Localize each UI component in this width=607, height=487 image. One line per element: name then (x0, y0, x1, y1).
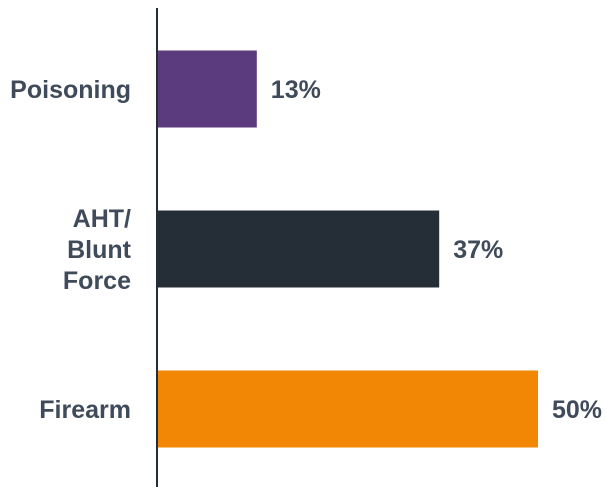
category-label-line: Blunt (67, 236, 132, 264)
bar-firearm (158, 370, 538, 448)
category-label-firearm: Firearm (39, 396, 131, 424)
category-label-line: AHT/ (73, 205, 131, 233)
bar-poisoning (158, 50, 257, 128)
category-label-aht-blunt-force: AHT/Blunt Force (63, 205, 132, 295)
category-label-line: Force (63, 267, 131, 295)
category-label-poisoning: Poisoning (10, 76, 131, 104)
bar-aht-blunt-force (158, 210, 440, 288)
value-label-poisoning: 13% (271, 76, 321, 104)
value-label-firearm: 50% (552, 396, 602, 424)
value-label-aht-blunt-force: 37% (453, 236, 503, 264)
category-label-line: Firearm (39, 396, 131, 424)
category-label-line: Poisoning (10, 76, 131, 104)
